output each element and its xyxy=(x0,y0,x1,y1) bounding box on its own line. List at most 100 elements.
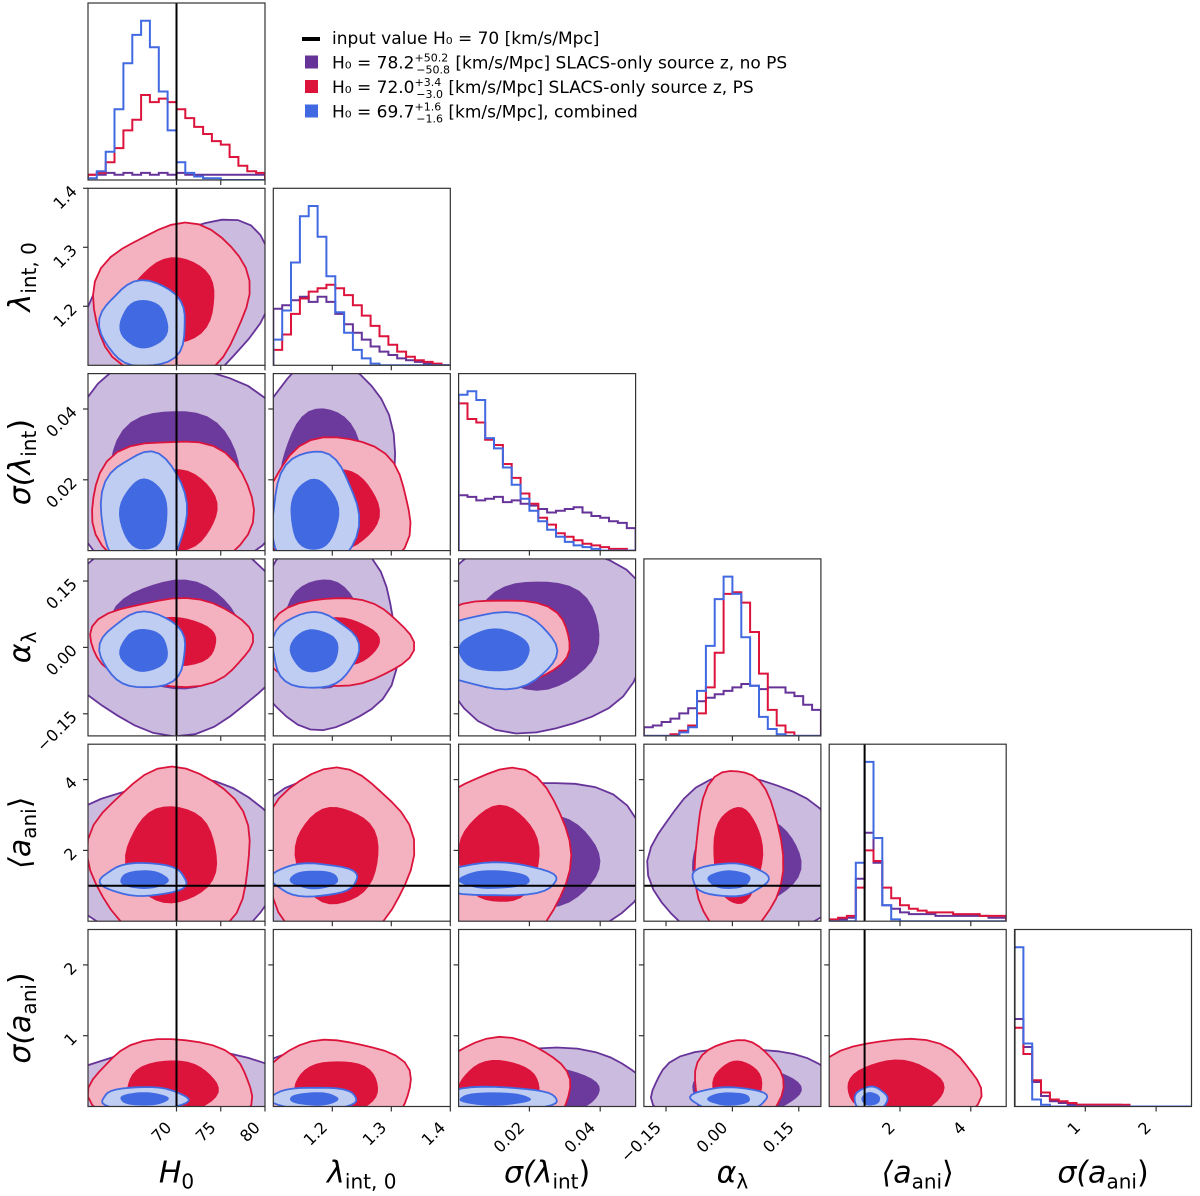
y-axis-label-sigma_a_ani: σ(aani) xyxy=(3,972,41,1063)
hist-1 xyxy=(643,591,821,736)
contour-panel-H0-vs-sigma_lambda_int xyxy=(88,373,265,551)
x-tick-label: 2 xyxy=(878,1118,899,1139)
panel-frame xyxy=(272,373,451,552)
legend: input value H₀ = 70 [km/s/Mpc] H₀ = 78.2+… xyxy=(302,29,787,126)
hist-panel-sigma_lambda_int xyxy=(458,390,636,551)
legend-entry-2: H₀ = 72.0+3.4 −3.0 [km/s/Mpc] SLACS-only … xyxy=(332,76,754,101)
contour-68-2 xyxy=(289,629,339,673)
x-tick-label: 1.2 xyxy=(300,1118,331,1149)
contour-68-2 xyxy=(289,870,339,890)
hist-1 xyxy=(829,849,1007,922)
x-tick-label: 0.02 xyxy=(490,1118,529,1157)
contour-68-2 xyxy=(119,478,168,550)
y-tick-label: 1.3 xyxy=(49,241,80,272)
x-axis-label-sigma_lambda_int: σ(λint) xyxy=(504,1156,590,1194)
panel-frame xyxy=(458,928,637,1108)
contour-68-2 xyxy=(120,870,169,889)
contour-68-2 xyxy=(459,1092,531,1106)
hist-panel-sigma_a_ani xyxy=(1014,929,1192,1107)
x-tick-label: 2 xyxy=(1134,1118,1155,1139)
contour-panel-sigma_lambda_int-vs-a_ani xyxy=(458,766,636,922)
y-tick-label: 0.00 xyxy=(42,641,81,680)
y-tick-label: 1.2 xyxy=(49,300,80,331)
contour-68-2 xyxy=(707,1092,750,1106)
contour-panel-H0-vs-lambda_int_0 xyxy=(88,188,265,366)
x-tick-label: 75 xyxy=(192,1118,220,1146)
x-tick-label: 1.3 xyxy=(359,1118,390,1149)
contour-panel-lambda_int_0-vs-sigma_lambda_int xyxy=(273,373,412,551)
panel-frame xyxy=(458,373,637,552)
panel-frame xyxy=(828,743,1007,922)
x-axis-label-sigma_a_ani: σ(aani) xyxy=(1057,1156,1148,1194)
x-tick-label: 1 xyxy=(1063,1118,1084,1139)
y-tick-label: 2 xyxy=(60,958,81,979)
contour-panel-H0-vs-a_ani xyxy=(88,744,265,922)
legend-entry-1: H₀ = 78.2+50.2 −50.8 [km/s/Mpc] SLACS-onl… xyxy=(332,52,787,77)
x-tick-label: 4 xyxy=(949,1118,970,1139)
x-tick-label: 0.04 xyxy=(560,1118,599,1157)
contour-68-2 xyxy=(290,1092,339,1106)
hist-panel-alpha_lambda xyxy=(643,575,821,736)
hist-0 xyxy=(88,171,265,180)
panel-frame xyxy=(1013,928,1193,1108)
legend-patch xyxy=(305,80,318,93)
contour-panel-alpha_lambda-vs-a_ani xyxy=(643,770,821,922)
hist-2 xyxy=(1014,946,1192,1107)
panel-frame xyxy=(458,743,637,922)
y-tick-label: 1.4 xyxy=(49,182,80,213)
y-tick-label: 2 xyxy=(60,844,81,865)
contour-panel-lambda_int_0-vs-alpha_lambda xyxy=(273,558,416,732)
x-tick-label: −0.15 xyxy=(617,1118,665,1166)
hist-2 xyxy=(273,205,451,366)
panel-frame xyxy=(272,743,451,922)
x-tick-label: 70 xyxy=(147,1118,175,1146)
contour-68-2 xyxy=(119,629,168,672)
x-axis-label-a_ani: ⟨aani⟩ xyxy=(882,1156,954,1194)
x-axis-label-alpha_lambda: αλ xyxy=(717,1156,749,1194)
hist-1 xyxy=(273,283,451,366)
x-tick-label: 0.00 xyxy=(693,1118,732,1157)
contour-68-2 xyxy=(120,1092,169,1106)
contour-panel-lambda_int_0-vs-sigma_a_ani xyxy=(273,1038,412,1107)
y-axis-label-alpha_lambda: αλ xyxy=(3,631,41,663)
contour-68-2 xyxy=(861,1092,881,1106)
legend-patch xyxy=(305,104,318,118)
y-axis-label-sigma_lambda_int: σ(λint) xyxy=(3,419,41,505)
contour-panel-H0-vs-sigma_a_ani xyxy=(88,929,265,1107)
contour-68-2 xyxy=(290,478,340,550)
hist-panel-lambda_int_0 xyxy=(273,205,451,366)
x-tick-label: 1.4 xyxy=(418,1118,449,1149)
contour-68-2 xyxy=(458,870,530,889)
hist-2 xyxy=(88,19,265,180)
contour-68-2 xyxy=(707,870,751,889)
x-axis-label-H0: H0 xyxy=(159,1156,194,1194)
legend-entry-0: input value H₀ = 70 [km/s/Mpc] xyxy=(332,29,599,49)
contour-panel-sigma_lambda_int-vs-alpha_lambda xyxy=(458,558,636,735)
hist-panel-a_ani xyxy=(829,744,1007,922)
contour-68-2 xyxy=(458,628,530,672)
y-axis-label-a_ani: ⟨aani⟩ xyxy=(3,797,41,869)
legend-entry-3: H₀ = 69.7+1.6 −1.6 [km/s/Mpc], combined xyxy=(332,101,638,126)
panel-frame xyxy=(272,928,451,1108)
contour-panel-H0-vs-alpha_lambda xyxy=(88,558,265,736)
x-tick-label: 0.15 xyxy=(759,1118,798,1157)
legend-patch xyxy=(305,55,318,69)
contour-panel-alpha_lambda-vs-sigma_a_ani xyxy=(649,1039,821,1107)
contour-68-2 xyxy=(119,300,169,349)
contour-panel-lambda_int_0-vs-a_ani xyxy=(273,766,451,922)
y-tick-label: 0.15 xyxy=(42,574,81,613)
hist-0 xyxy=(643,683,821,736)
y-tick-label: 1 xyxy=(60,1029,81,1050)
x-tick-label: 80 xyxy=(236,1118,264,1146)
y-tick-label: 4 xyxy=(60,773,81,794)
hist-0 xyxy=(458,494,636,551)
contour-panel-sigma_lambda_int-vs-sigma_a_ani xyxy=(458,1035,636,1107)
y-axis-label-lambda_int_0: λint, 0 xyxy=(3,242,41,313)
contour-panel-a_ani-vs-sigma_a_ani xyxy=(829,929,983,1107)
hist-2 xyxy=(829,760,1007,922)
y-tick-label: 0.02 xyxy=(42,473,81,512)
panel-frame xyxy=(272,187,451,366)
y-tick-label: 0.04 xyxy=(42,402,81,441)
hist-2 xyxy=(643,575,821,736)
